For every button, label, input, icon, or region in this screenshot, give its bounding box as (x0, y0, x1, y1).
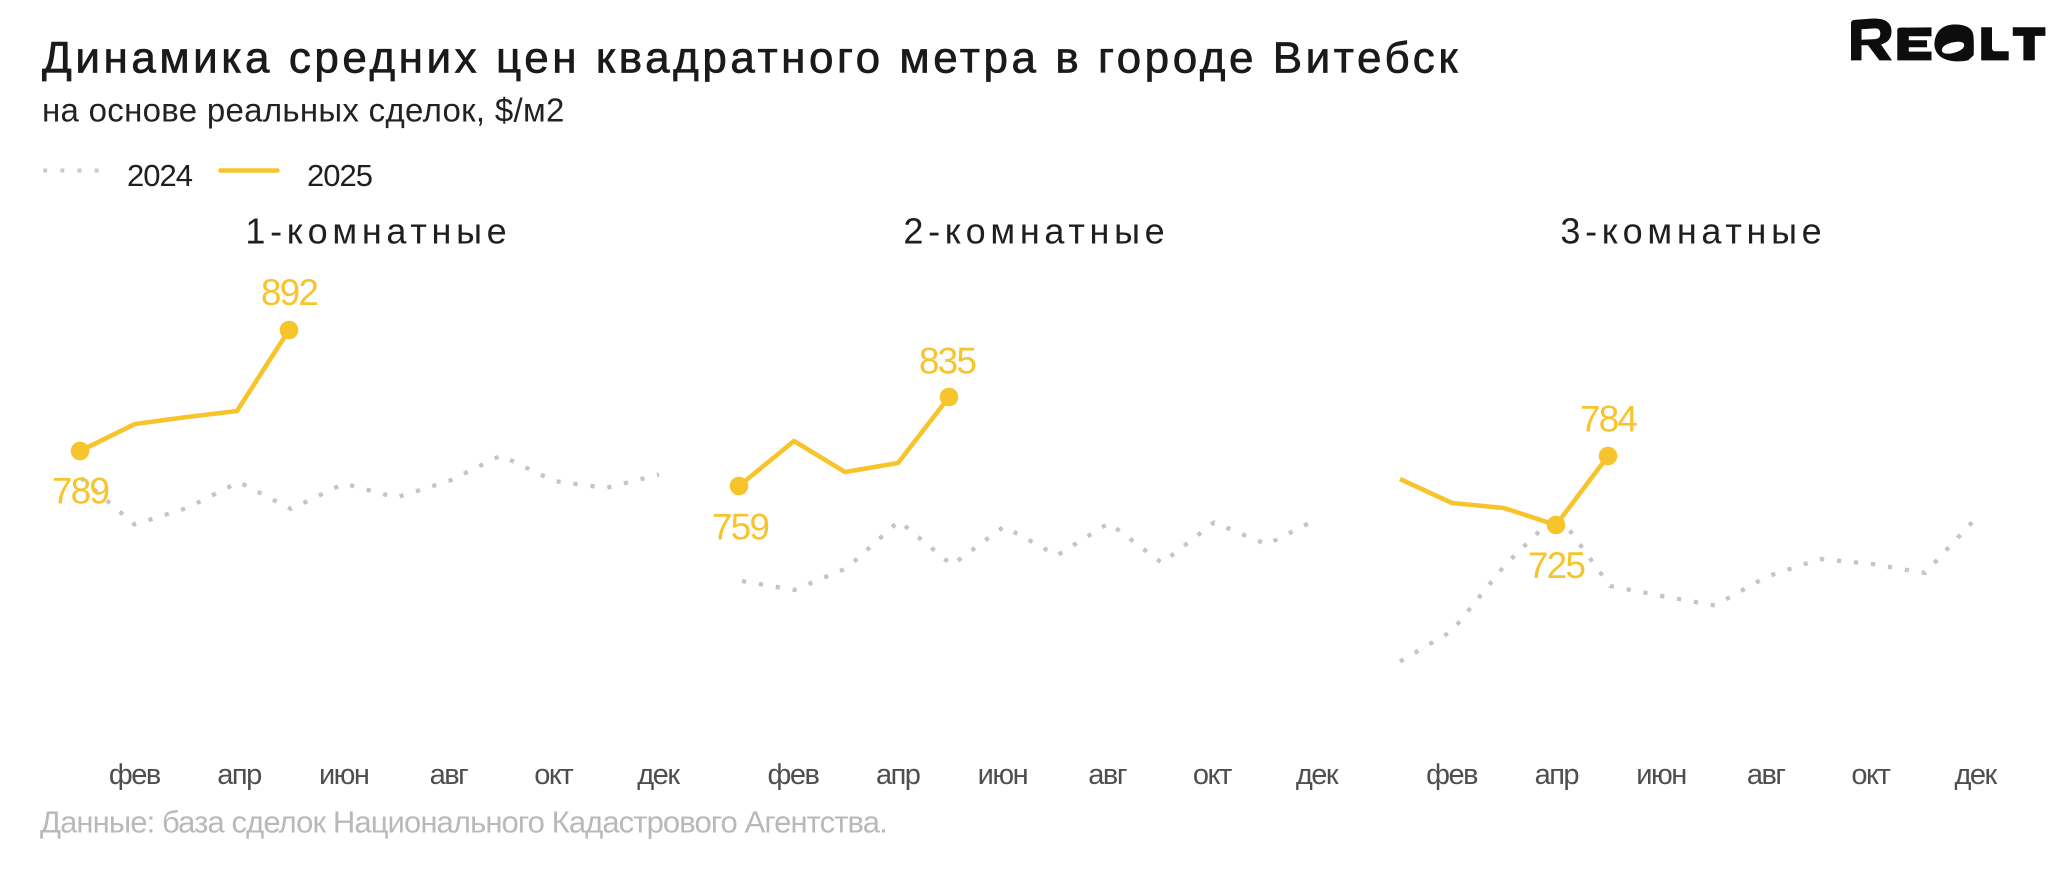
svg-text:789: 789 (52, 471, 109, 512)
svg-text:2024: 2024 (127, 158, 193, 193)
svg-text:фев: фев (109, 759, 161, 791)
svg-text:2025: 2025 (307, 158, 372, 193)
svg-text:на основе реальных сделок, $/м: на основе реальных сделок, $/м2 (42, 92, 565, 129)
svg-text:июн: июн (1636, 759, 1685, 791)
svg-text:авг: авг (430, 759, 469, 791)
svg-text:дек: дек (1954, 759, 1997, 791)
svg-text:июн: июн (319, 759, 368, 791)
svg-text:авг: авг (1747, 759, 1786, 791)
svg-text:апр: апр (1535, 759, 1579, 791)
svg-text:окт: окт (1193, 759, 1232, 791)
svg-text:апр: апр (876, 759, 920, 791)
svg-text:892: 892 (261, 272, 318, 313)
svg-text:июн: июн (978, 759, 1027, 791)
svg-text:фев: фев (768, 759, 820, 791)
svg-text:2-комнатные: 2-комнатные (903, 211, 1169, 252)
svg-text:Динамика средних цен квадратно: Динамика средних цен квадратного метра в… (42, 34, 1461, 83)
svg-text:Данные: база сделок Национальн: Данные: база сделок Национального Кадаст… (40, 805, 887, 840)
svg-text:дек: дек (637, 759, 680, 791)
svg-text:1-комнатные: 1-комнатные (245, 211, 511, 252)
svg-text:авг: авг (1088, 759, 1127, 791)
svg-text:дек: дек (1296, 759, 1339, 791)
svg-text:апр: апр (217, 759, 261, 791)
svg-text:784: 784 (1580, 398, 1638, 439)
svg-text:3-комнатные: 3-комнатные (1560, 211, 1826, 252)
svg-text:759: 759 (712, 507, 769, 548)
svg-text:фев: фев (1426, 759, 1478, 791)
svg-text:окт: окт (1851, 759, 1890, 791)
svg-text:835: 835 (919, 340, 977, 381)
svg-text:725: 725 (1528, 545, 1586, 586)
svg-text:окт: окт (534, 759, 573, 791)
